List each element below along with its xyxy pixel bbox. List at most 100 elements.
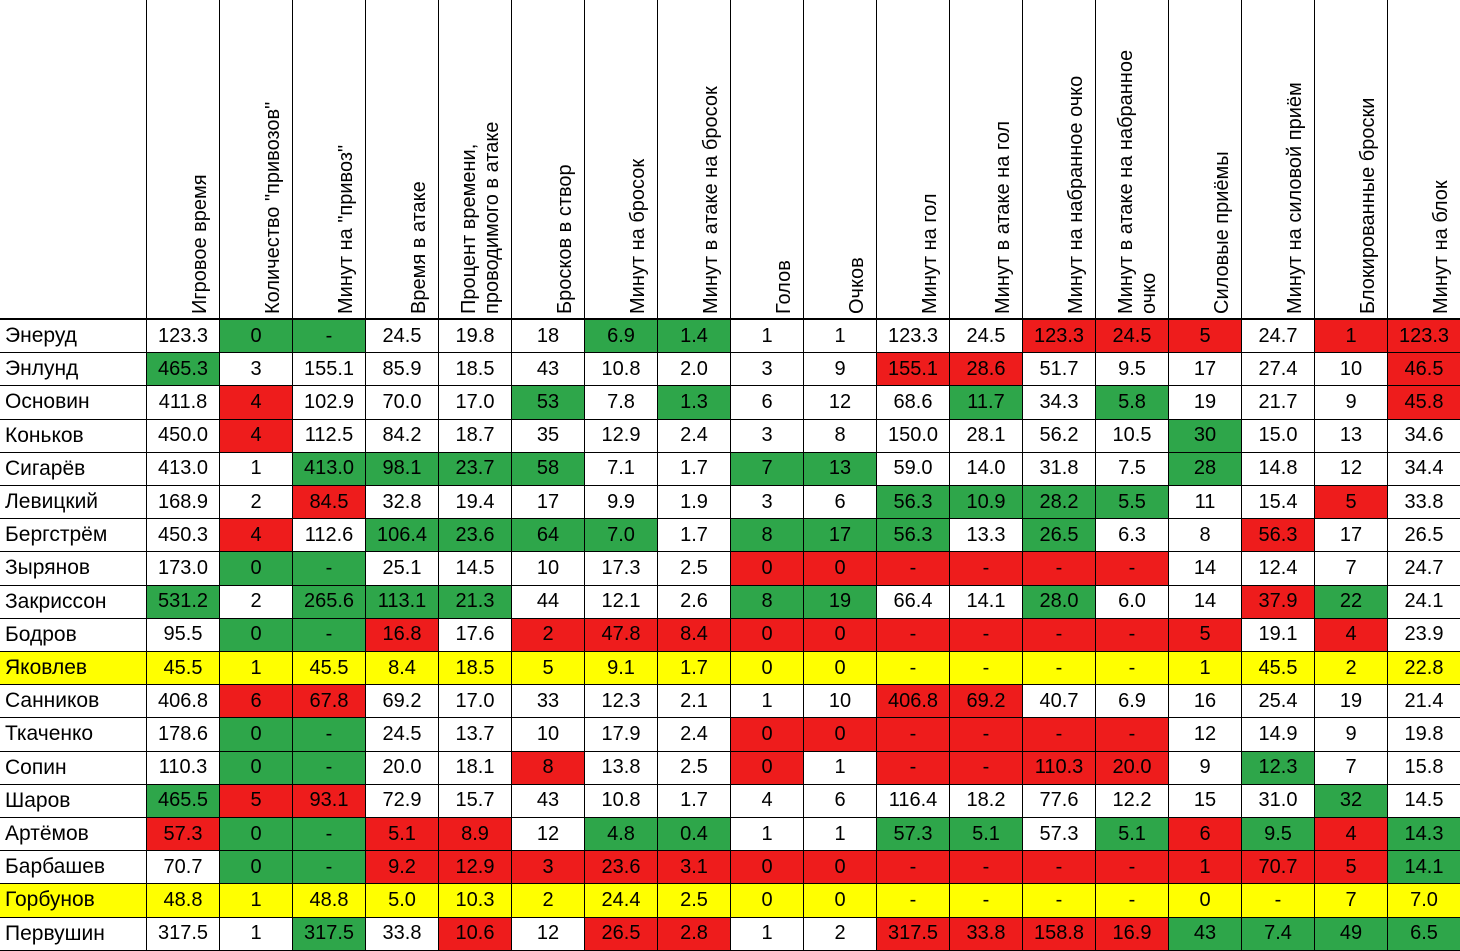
column-header-label: Голов — [773, 260, 795, 314]
table-cell: 18.5 — [439, 652, 512, 686]
table-cell: 1.7 — [658, 519, 731, 553]
table-cell: 21.7 — [1242, 386, 1315, 420]
table-cell: 1.7 — [658, 784, 731, 818]
table-cell: 16.8 — [366, 618, 439, 652]
table-cell: 14 — [1169, 585, 1242, 619]
table-cell: 70.0 — [366, 386, 439, 420]
table-cell: 45.8 — [1388, 386, 1460, 420]
table-cell: 77.6 — [1023, 784, 1096, 818]
table-cell: 98.1 — [366, 452, 439, 486]
table-cell: 102.9 — [293, 386, 366, 420]
table-cell: 21.4 — [1388, 685, 1460, 719]
table-cell: 7.0 — [585, 519, 658, 553]
table-cell: 10.8 — [585, 784, 658, 818]
table-cell: 3 — [731, 419, 804, 453]
table-cell: - — [950, 884, 1023, 918]
table-cell: 43 — [1169, 917, 1242, 951]
table-cell: 72.9 — [366, 784, 439, 818]
table-cell: 5.8 — [1096, 386, 1169, 420]
table-cell: 9 — [804, 353, 877, 387]
table-cell: 18 — [512, 320, 585, 354]
table-cell: 67.8 — [293, 685, 366, 719]
table-cell: 22.8 — [1388, 652, 1460, 686]
table-cell: 56.2 — [1023, 419, 1096, 453]
table-cell: 14.9 — [1242, 718, 1315, 752]
table-cell: 12.4 — [1242, 552, 1315, 586]
table-cell: 10.5 — [1096, 419, 1169, 453]
table-cell: 19 — [1169, 386, 1242, 420]
table-cell: 6.9 — [585, 320, 658, 354]
table-cell: 32.8 — [366, 486, 439, 520]
table-cell: 14.1 — [950, 585, 1023, 619]
table-cell: 26.5 — [1023, 519, 1096, 553]
column-header: Минут на "привоз" — [293, 0, 366, 320]
table-cell: 11 — [1169, 486, 1242, 520]
table-cell: 10.3 — [439, 884, 512, 918]
table-cell: 14.3 — [1388, 818, 1460, 852]
table-cell: 1.9 — [658, 486, 731, 520]
table-cell: - — [877, 618, 950, 652]
column-header: Минут в атаке на бросок — [658, 0, 731, 320]
table-cell: 24.5 — [950, 320, 1023, 354]
table-cell: - — [1023, 552, 1096, 586]
table-cell: 28.6 — [950, 353, 1023, 387]
table-cell: 33.8 — [1388, 486, 1460, 520]
table-cell: - — [877, 552, 950, 586]
table-cell: 2 — [512, 884, 585, 918]
table-cell: - — [877, 751, 950, 785]
table-cell: 0 — [220, 552, 293, 586]
column-header: Минут на гол — [877, 0, 950, 320]
table-cell: 18.2 — [950, 784, 1023, 818]
column-header-label: Минут в атаке на набранное очко — [1115, 49, 1160, 314]
table-cell: 7.0 — [1388, 884, 1460, 918]
table-cell: 6 — [731, 386, 804, 420]
table-cell: 28.1 — [950, 419, 1023, 453]
table-cell: 1.7 — [658, 452, 731, 486]
table-cell: - — [293, 320, 366, 354]
table-cell: 34.4 — [1388, 452, 1460, 486]
table-cell: 23.7 — [439, 452, 512, 486]
player-name: Первушин — [0, 917, 147, 951]
table-cell: 51.7 — [1023, 353, 1096, 387]
table-cell: 1 — [804, 751, 877, 785]
column-header-label: Минут на силовой приём — [1284, 82, 1306, 314]
table-cell: 317.5 — [147, 917, 220, 951]
table-cell: 1 — [1169, 851, 1242, 885]
column-header-label: Минут на набранное очко — [1065, 75, 1087, 314]
table-cell: 14 — [1169, 552, 1242, 586]
column-header: Процент времени, проводимого в атаке — [439, 0, 512, 320]
table-cell: 19 — [804, 585, 877, 619]
table-cell: - — [1096, 552, 1169, 586]
table-cell: 24.1 — [1388, 585, 1460, 619]
table-corner-cell — [0, 0, 147, 320]
table-cell: 406.8 — [877, 685, 950, 719]
table-cell: 15 — [1169, 784, 1242, 818]
table-cell: 24.5 — [366, 320, 439, 354]
table-cell: 45.5 — [293, 652, 366, 686]
column-header-label: Процент времени, проводимого в атаке — [458, 121, 503, 314]
table-cell: 465.5 — [147, 784, 220, 818]
table-cell: 2.4 — [658, 718, 731, 752]
column-header-label: Минут на гол — [919, 193, 941, 314]
table-cell: - — [1096, 884, 1169, 918]
table-cell: 53 — [512, 386, 585, 420]
table-cell: 2.1 — [658, 685, 731, 719]
column-header: Голов — [731, 0, 804, 320]
table-cell: 1 — [731, 818, 804, 852]
table-cell: 0 — [731, 751, 804, 785]
table-cell: 12 — [804, 386, 877, 420]
table-cell: 33 — [512, 685, 585, 719]
table-cell: - — [1096, 851, 1169, 885]
table-cell: 10 — [512, 718, 585, 752]
column-header-label: Силовые приёмы — [1211, 151, 1233, 314]
table-cell: 17.3 — [585, 552, 658, 586]
table-cell: 1.3 — [658, 386, 731, 420]
table-cell: 155.1 — [293, 353, 366, 387]
table-cell: 2 — [220, 486, 293, 520]
table-cell: 13 — [804, 452, 877, 486]
table-cell: - — [950, 751, 1023, 785]
table-cell: 9.1 — [585, 652, 658, 686]
table-cell: 2.5 — [658, 751, 731, 785]
column-header: Количество "привозов" — [220, 0, 293, 320]
table-cell: 106.4 — [366, 519, 439, 553]
